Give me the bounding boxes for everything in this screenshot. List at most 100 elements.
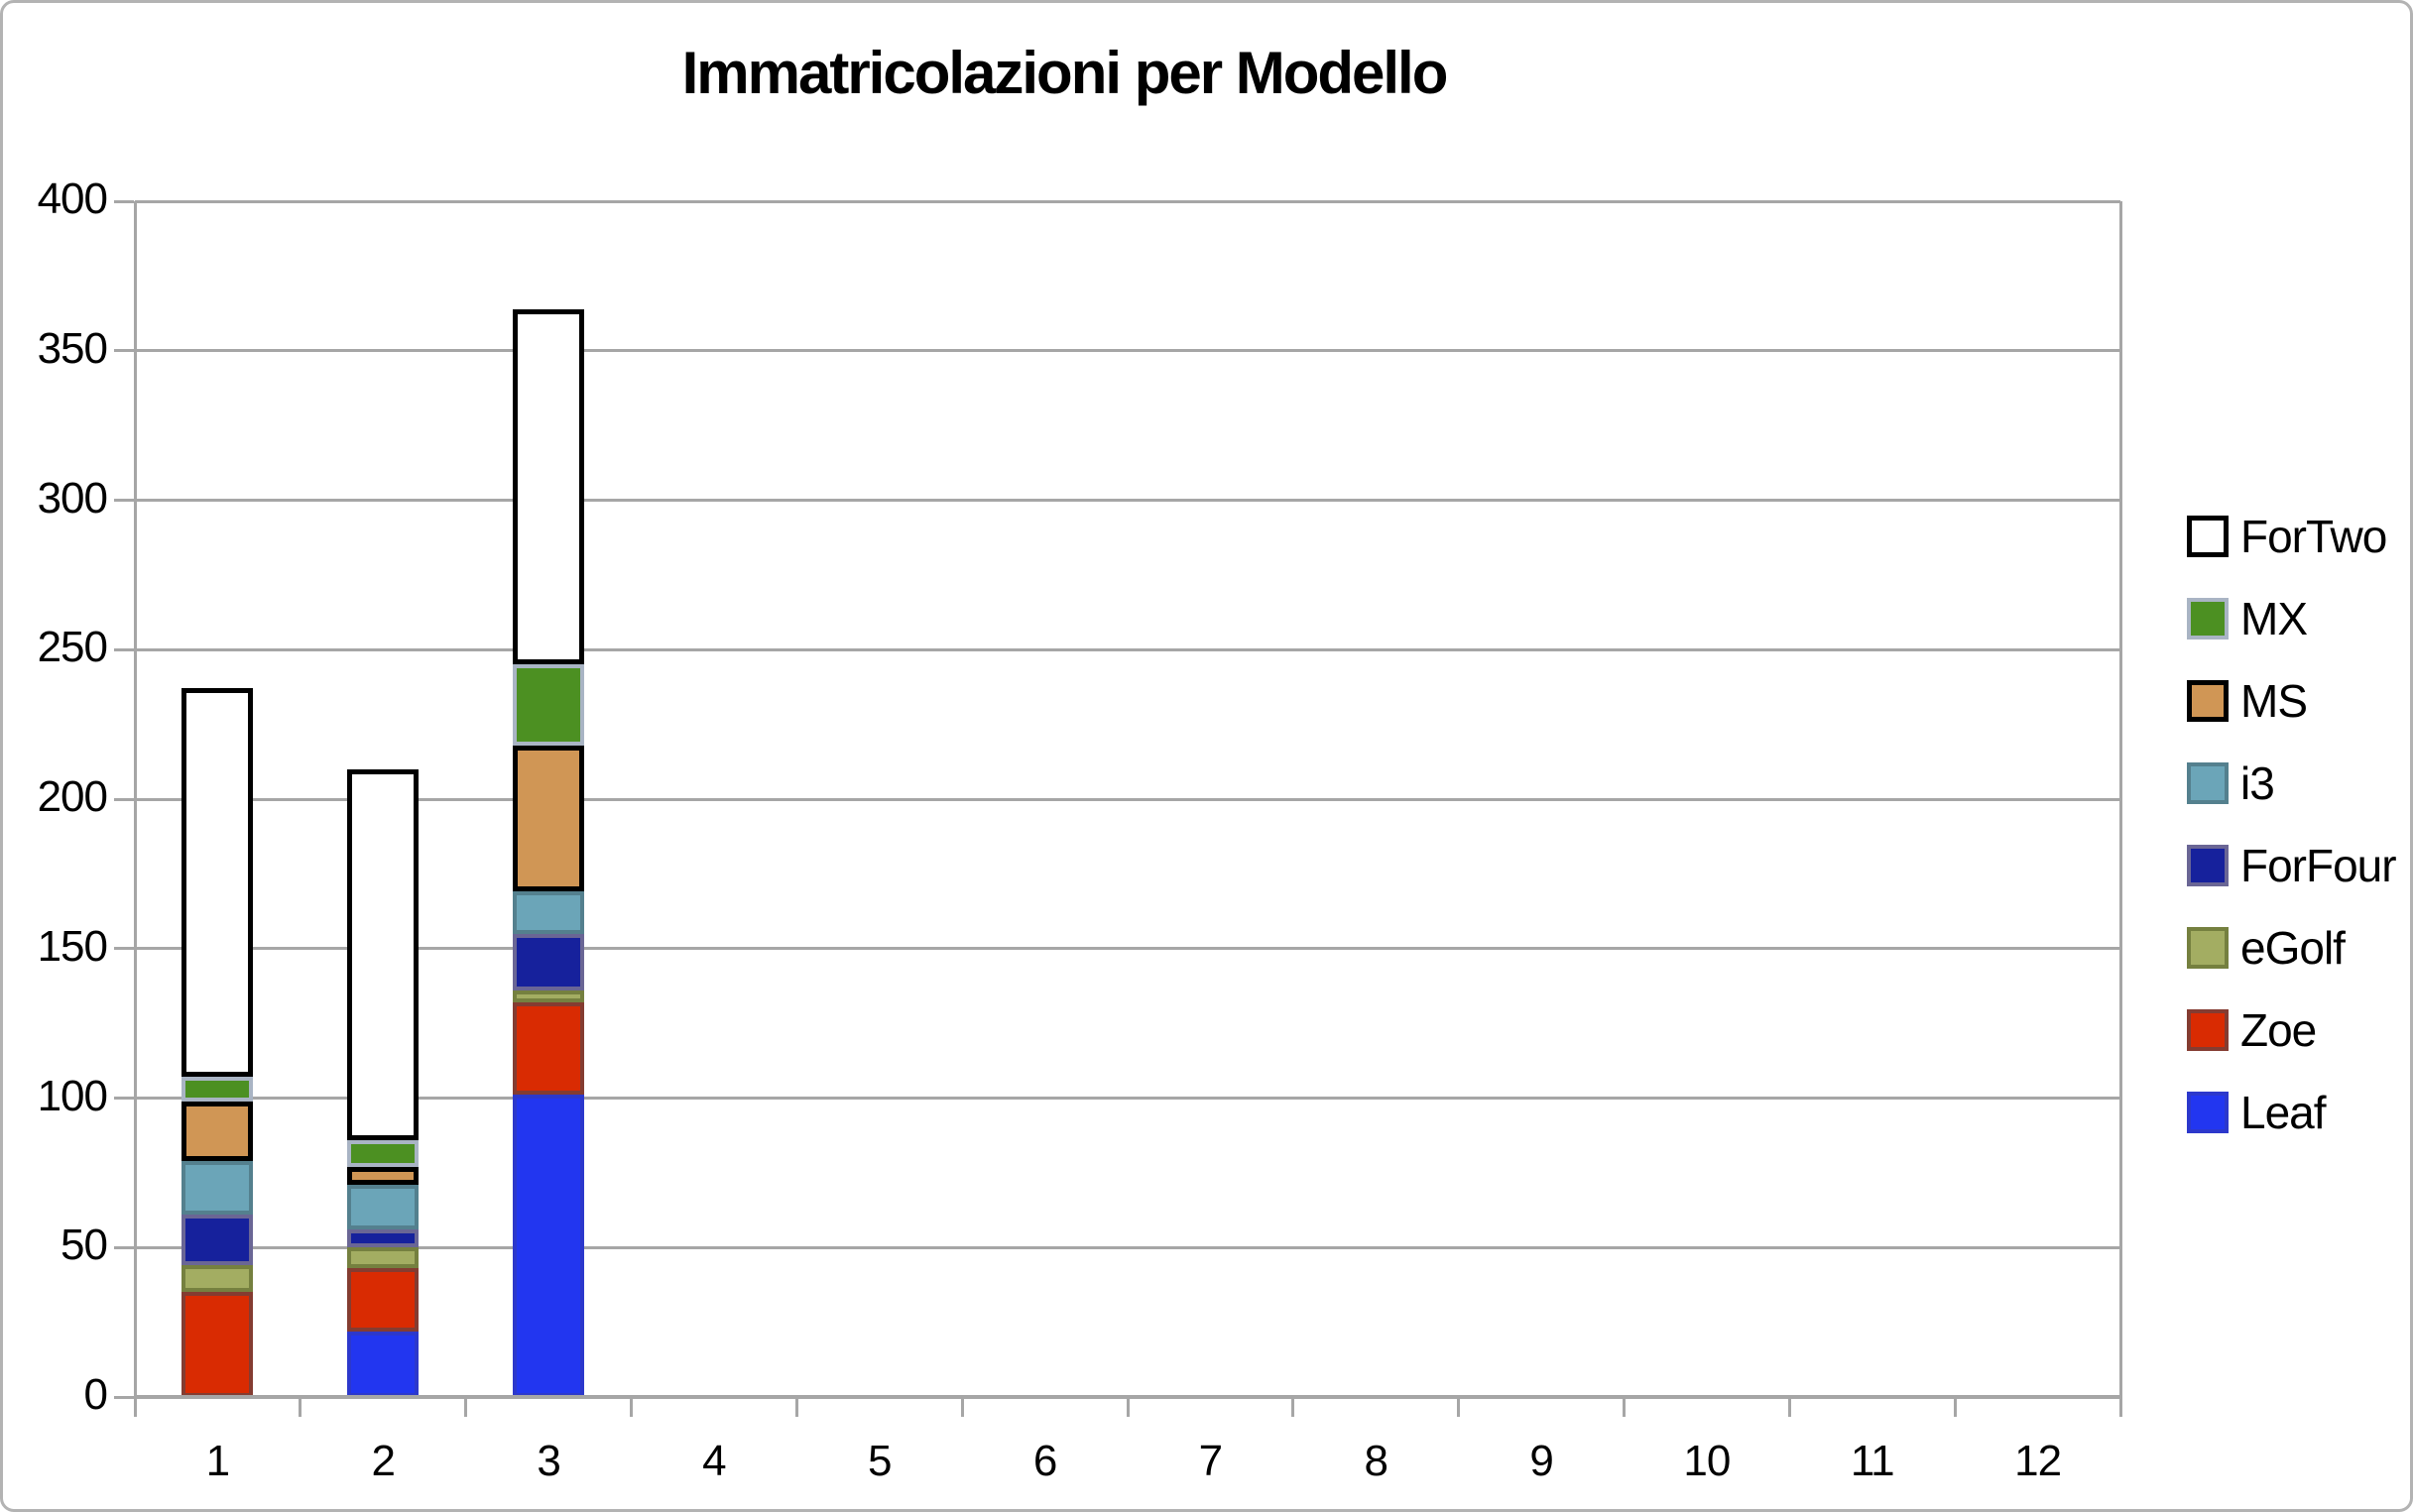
legend-swatch-ms-icon [2187,680,2229,722]
bar-segment-mx-month-1 [181,1077,254,1102]
x-tick-label-2: 2 [371,1437,396,1485]
x-tick-mark-8 [1457,1397,1461,1417]
legend-item-mx: MX [2187,593,2396,644]
x-tick-label-1: 1 [205,1437,230,1485]
legend-item-forfour: ForFour [2187,840,2397,891]
bar-segment-fortwo-month-2 [347,768,420,1140]
y-tick-mark-350 [114,349,134,353]
legend-item-leaf: Leaf [2187,1087,2396,1138]
legend-label-zoe: Zoe [2240,1004,2317,1056]
legend-swatch-i3-icon [2187,762,2229,804]
legend-label-forfour: ForFour [2240,840,2397,891]
legend-item-fortwo: ForTwo [2187,511,2396,562]
x-tick-label-8: 8 [1364,1437,1388,1485]
y-tick-mark-0 [114,1395,134,1399]
y-tick-label-200: 200 [37,772,108,821]
x-tick-mark-9 [1623,1397,1626,1417]
y-tick-mark-50 [114,1245,134,1249]
bar-segment-mx-month-2 [347,1139,420,1167]
y-tick-mark-400 [114,199,134,203]
x-tick-mark-11 [1953,1397,1957,1417]
y-tick-mark-300 [114,499,134,502]
x-tick-mark-5 [960,1397,964,1417]
gridline-200 [135,797,2120,801]
x-tick-label-10: 10 [1683,1437,1731,1485]
x-tick-label-12: 12 [2014,1437,2062,1485]
x-tick-mark-0 [133,1397,137,1417]
bar-segment-fortwo-month-1 [181,688,254,1078]
y-tick-mark-150 [114,947,134,951]
gridline-400 [135,199,2120,203]
y-tick-mark-100 [114,1097,134,1100]
plot-area [135,199,2120,1397]
x-tick-label-7: 7 [1198,1437,1223,1485]
chart-title: Immatricolazioni per Modello [681,40,1449,106]
y-tick-label-400: 400 [37,174,108,223]
bar-segment-zoe-month-2 [347,1268,420,1332]
x-tick-mark-4 [794,1397,798,1417]
x-tick-mark-6 [1126,1397,1130,1417]
x-tick-mark-12 [2118,1397,2122,1417]
x-tick-label-9: 9 [1529,1437,1553,1485]
legend-item-egolf: eGolf [2187,922,2396,974]
y-tick-label-300: 300 [37,473,108,523]
y-tick-label-350: 350 [37,323,108,373]
x-tick-label-4: 4 [702,1437,726,1485]
y-tick-label-0: 0 [83,1370,108,1419]
bar-segment-leaf-month-3 [513,1095,585,1397]
y-tick-label-150: 150 [37,921,108,971]
bar-segment-ms-month-1 [181,1101,254,1161]
legend-label-fortwo: ForTwo [2240,511,2387,562]
bar-segment-forfour-month-3 [513,933,585,990]
legend-label-egolf: eGolf [2240,922,2346,974]
x-tick-mark-3 [630,1397,633,1417]
bar-segment-forfour-month-1 [181,1215,254,1266]
y-tick-label-50: 50 [60,1221,108,1270]
bar-segment-egolf-month-2 [347,1247,420,1269]
y-tick-label-250: 250 [37,623,108,672]
gridline-50 [135,1245,2120,1249]
bar-segment-mx-month-3 [513,664,585,746]
legend-swatch-zoe-icon [2187,1009,2229,1051]
bar-segment-i3-month-1 [181,1160,254,1216]
legend-label-mx: MX [2240,593,2308,644]
x-tick-label-5: 5 [868,1437,892,1485]
bar-segment-forfour-month-2 [347,1229,420,1248]
bar-segment-egolf-month-3 [513,989,585,1002]
legend-swatch-egolf-icon [2187,927,2229,969]
y-tick-label-100: 100 [37,1071,108,1120]
x-tick-mark-10 [1787,1397,1791,1417]
y-axis-line [133,201,137,1417]
legend-swatch-mx-icon [2187,598,2229,640]
bar-segment-fortwo-month-3 [513,308,585,665]
legend: ForTwo MX MS i3 ForFour eGolf Zoe Leaf [2187,511,2397,1169]
bar-segment-ms-month-2 [347,1166,420,1185]
legend-item-ms: MS [2187,675,2396,727]
legend-swatch-leaf-icon [2187,1092,2229,1133]
x-tick-mark-7 [1291,1397,1295,1417]
x-tick-label-6: 6 [1032,1437,1057,1485]
legend-item-i3: i3 [2187,757,2396,809]
bar-segment-i3-month-2 [347,1184,420,1230]
plot-right-border [2118,201,2122,1397]
x-tick-label-3: 3 [537,1437,560,1485]
legend-label-ms: MS [2240,675,2308,727]
x-tick-label-11: 11 [1850,1437,1895,1485]
gridline-300 [135,499,2120,502]
legend-swatch-fortwo-icon [2187,516,2229,557]
gridline-150 [135,947,2120,951]
legend-item-zoe: Zoe [2187,1004,2396,1056]
gridline-250 [135,647,2120,651]
bar-segment-ms-month-3 [513,745,585,892]
legend-label-leaf: Leaf [2240,1087,2327,1138]
bar-segment-zoe-month-1 [181,1292,254,1397]
x-tick-mark-1 [299,1397,302,1417]
gridline-100 [135,1097,2120,1100]
legend-swatch-forfour-icon [2187,845,2229,886]
legend-label-i3: i3 [2240,757,2275,809]
x-tick-mark-2 [464,1397,468,1417]
bar-segment-leaf-month-2 [347,1331,420,1397]
gridline-350 [135,349,2120,353]
y-tick-mark-200 [114,797,134,801]
